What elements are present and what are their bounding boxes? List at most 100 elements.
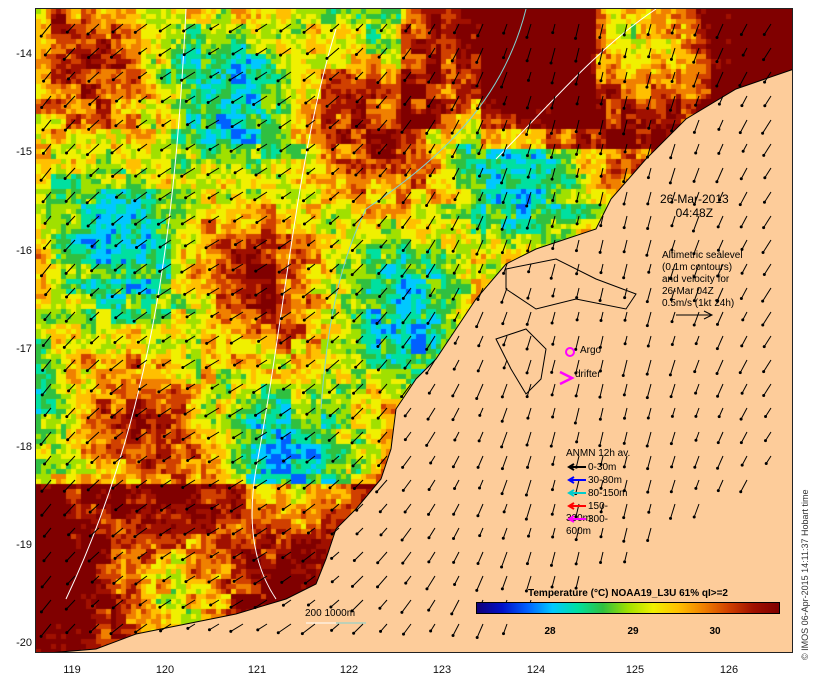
velocity-arrow	[476, 119, 484, 134]
velocity-arrow	[694, 359, 700, 372]
velocity-arrow	[599, 383, 604, 398]
velocity-arrow	[42, 359, 52, 371]
velocity-arrow-head	[41, 151, 45, 155]
velocity-arrow-head	[500, 85, 504, 89]
velocity-arrow-head	[526, 465, 530, 469]
velocity-arrow	[185, 95, 196, 102]
velocity-arrow-head	[623, 342, 627, 346]
velocity-arrow	[162, 311, 172, 318]
velocity-arrow-head	[204, 246, 208, 250]
velocity-arrow-head	[549, 61, 553, 65]
velocity-arrow-head	[111, 78, 115, 82]
velocity-arrow-head	[379, 245, 383, 249]
velocity-arrow-head	[254, 293, 258, 297]
velocity-arrow	[575, 239, 580, 251]
velocity-arrow-head	[302, 318, 306, 322]
latitude-tick-label: -20	[16, 637, 32, 649]
velocity-arrow-head	[280, 196, 284, 200]
velocity-arrow	[65, 311, 76, 322]
velocity-arrow	[502, 143, 508, 156]
velocity-arrow	[211, 551, 220, 558]
velocity-arrow	[377, 407, 388, 419]
velocity-arrow	[717, 215, 724, 228]
velocity-arrow-head	[253, 533, 257, 537]
anmn-legend-title: ANMN 12h av.	[566, 448, 631, 459]
velocity-arrow	[429, 47, 436, 57]
velocity-arrow-head	[256, 148, 260, 152]
velocity-arrow-head	[162, 434, 166, 438]
velocity-arrow-head	[525, 347, 529, 351]
velocity-arrow-head	[598, 369, 602, 373]
velocity-arrow	[207, 287, 220, 295]
velocity-arrow-head	[740, 344, 744, 348]
velocity-arrow-head	[622, 489, 626, 493]
velocity-arrow-head	[43, 318, 47, 322]
velocity-arrow-head	[64, 607, 68, 611]
velocity-arrow	[67, 431, 76, 441]
velocity-arrow-head	[184, 339, 188, 343]
velocity-arrow	[254, 239, 268, 249]
velocity-arrow	[231, 503, 244, 512]
velocity-arrow	[307, 47, 316, 55]
velocity-arrow	[739, 191, 748, 205]
velocity-arrow-head	[280, 292, 284, 296]
velocity-arrow	[162, 95, 172, 103]
velocity-arrow-head	[300, 632, 304, 636]
velocity-arrow-head	[550, 106, 554, 110]
velocity-arrow-head	[255, 29, 259, 33]
velocity-arrow	[763, 143, 772, 156]
velocity-arrow	[623, 263, 628, 278]
velocity-arrow-head	[574, 394, 578, 398]
velocity-arrow-head	[302, 510, 306, 514]
velocity-arrow-head	[111, 486, 115, 490]
velocity-arrow-head	[525, 443, 529, 447]
velocity-arrow-head	[377, 439, 381, 443]
velocity-arrow	[717, 479, 724, 491]
velocity-arrow-head	[281, 531, 285, 535]
velocity-arrow-head	[647, 510, 651, 514]
velocity-arrow	[113, 575, 124, 584]
velocity-arrow	[111, 47, 124, 58]
velocity-arrow	[329, 407, 340, 416]
velocity-arrow	[501, 383, 508, 397]
velocity-arrow-head	[254, 317, 258, 321]
velocity-arrow	[65, 191, 76, 202]
velocity-arrow	[452, 287, 460, 300]
velocity-arrow	[331, 503, 340, 511]
velocity-arrow-head	[90, 604, 94, 608]
velocity-arrow	[185, 239, 196, 247]
velocity-arrow-head	[375, 105, 379, 109]
velocity-arrow-head	[623, 416, 627, 420]
velocity-arrow	[501, 431, 508, 447]
velocity-arrow	[303, 71, 316, 81]
velocity-arrow	[139, 383, 148, 390]
velocity-arrow-head	[306, 531, 310, 535]
velocity-arrow-head	[162, 579, 166, 583]
arrow-icon	[567, 502, 586, 511]
velocity-arrow	[503, 335, 508, 345]
velocity-arrow	[477, 23, 484, 36]
velocity-arrow-head	[452, 31, 456, 35]
velocity-arrow	[306, 359, 316, 367]
velocity-arrow-head	[160, 100, 164, 104]
velocity-arrow-head	[550, 81, 554, 85]
velocity-arrow-head	[256, 628, 260, 632]
velocity-arrow-head	[669, 298, 673, 302]
velocity-arrow	[550, 263, 556, 279]
velocity-arrow	[379, 383, 388, 393]
velocity-arrow	[135, 623, 148, 633]
velocity-arrow	[209, 47, 220, 55]
velocity-arrow-head	[180, 174, 184, 178]
bathymetry-contour	[320, 9, 527, 410]
velocity-arrow-head	[501, 153, 505, 157]
velocity-arrow-head	[450, 155, 454, 159]
velocity-arrow	[454, 575, 460, 585]
velocity-arrow-head	[328, 486, 332, 490]
velocity-arrow	[87, 23, 100, 35]
velocity-arrow	[527, 455, 532, 468]
velocity-arrow-head	[428, 294, 432, 298]
velocity-arrow	[741, 95, 748, 106]
velocity-arrow	[115, 311, 124, 319]
velocity-arrow-head	[42, 534, 46, 538]
velocity-arrow-head	[500, 565, 504, 569]
